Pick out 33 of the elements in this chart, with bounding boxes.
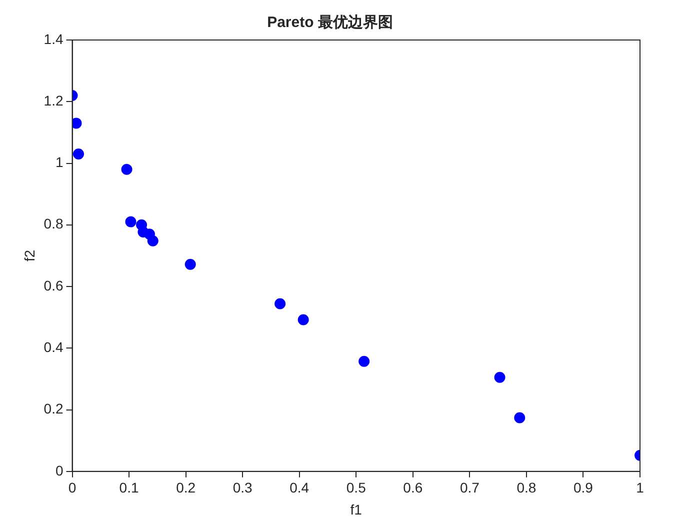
y-tick-label: 0.8 <box>44 216 64 232</box>
y-tick-label: 1.4 <box>44 30 64 47</box>
y-axis-title: f2 <box>21 250 38 262</box>
x-tick-label: 0.2 <box>176 480 196 496</box>
x-tick-label: 0.4 <box>290 480 310 496</box>
point <box>147 235 158 246</box>
point <box>121 164 132 175</box>
point <box>358 356 370 367</box>
y-tick-label: 0.4 <box>44 339 64 355</box>
x-tick-label: 0.5 <box>346 480 366 496</box>
point <box>125 216 136 228</box>
point <box>184 258 196 270</box>
x-tick-label: 0.9 <box>573 480 594 496</box>
x-tick-label: 0.7 <box>460 480 480 496</box>
point <box>73 148 84 160</box>
x-tick-label: 0.3 <box>232 480 253 496</box>
x-axis-title: f1 <box>350 501 362 518</box>
point <box>72 118 82 129</box>
y-tick-label: 1 <box>55 154 64 170</box>
x-tick-label: 0.6 <box>403 480 423 496</box>
x-tick-label: 0 <box>68 480 76 496</box>
x-tick-label: 0.8 <box>516 480 536 496</box>
y-tick-label: 0.6 <box>44 277 64 294</box>
x-tick-label: 0.1 <box>119 480 139 496</box>
y-tick-label: 0.2 <box>44 400 64 417</box>
y-tick-label: 0 <box>55 462 64 478</box>
point <box>274 298 286 310</box>
chart-title: Pareto 最优边界图 <box>267 14 393 32</box>
y-tick-label: 1.2 <box>44 92 64 108</box>
x-tick-label: 1 <box>636 480 644 496</box>
point <box>298 314 309 326</box>
point <box>514 412 526 424</box>
point <box>494 372 506 383</box>
